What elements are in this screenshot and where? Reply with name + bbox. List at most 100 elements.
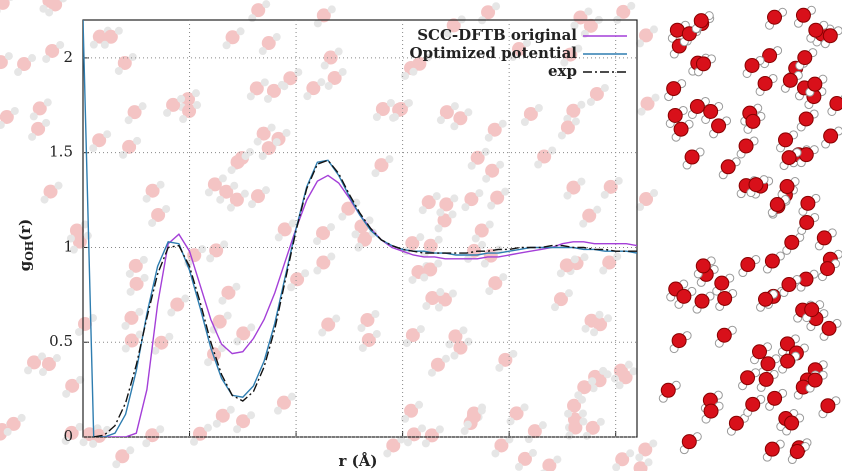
faded-oxygen (386, 438, 401, 453)
faded-hydrogen (560, 58, 569, 67)
faded-oxygen (261, 141, 276, 156)
faded-oxygen (407, 427, 422, 442)
faded-hydrogen (436, 116, 445, 125)
faded-oxygen (45, 43, 60, 58)
oxygen (780, 353, 796, 369)
faded-hydrogen (142, 194, 151, 203)
faded-hydrogen (556, 269, 565, 278)
faded-oxygen (48, 0, 63, 12)
faded-hydrogen (246, 92, 255, 101)
faded-hydrogen (42, 118, 51, 127)
faded-hydrogen (327, 223, 336, 232)
faded-hydrogen (28, 54, 37, 63)
faded-oxygen (585, 420, 600, 435)
faded-hydrogen (17, 413, 26, 422)
faded-hydrogen (484, 133, 493, 142)
faded-hydrogen (408, 275, 417, 284)
faded-hydrogen (443, 29, 452, 38)
background-molecules (0, 0, 660, 471)
oxygen (784, 415, 800, 431)
faded-hydrogen (372, 113, 381, 122)
oxygen (666, 81, 682, 97)
faded-oxygen (421, 195, 436, 210)
faded-hydrogen (636, 203, 645, 212)
faded-oxygen (187, 248, 202, 263)
faded-hydrogen (135, 307, 144, 316)
oxygen (764, 441, 780, 457)
oxygen (751, 344, 767, 360)
faded-hydrogen (59, 0, 67, 3)
y-tick-label: 0 (63, 427, 73, 445)
faded-hydrogen (563, 191, 572, 200)
faded-hydrogen (626, 449, 635, 458)
faded-hydrogen (203, 423, 212, 432)
faded-hydrogen (125, 269, 134, 278)
faded-oxygen (374, 158, 389, 173)
faded-oxygen (65, 378, 80, 393)
faded-hydrogen (624, 360, 633, 369)
faded-oxygen (405, 236, 420, 251)
faded-oxygen (77, 316, 92, 331)
oxygen (667, 107, 683, 123)
faded-hydrogen (448, 289, 457, 298)
faded-oxygen (215, 408, 230, 423)
faded-hydrogen (226, 405, 235, 414)
oxygen (798, 147, 814, 163)
faded-hydrogen (586, 97, 595, 106)
faded-oxygen (0, 109, 14, 124)
faded-hydrogen (651, 93, 660, 102)
faded-oxygen (613, 363, 628, 378)
faded-hydrogen (463, 420, 472, 429)
faded-hydrogen (612, 463, 621, 471)
faded-hydrogen (258, 47, 267, 56)
oxygen (676, 288, 692, 304)
faded-hydrogen (649, 439, 658, 448)
oxygen (797, 50, 813, 66)
oxygen (740, 370, 756, 386)
faded-hydrogen (401, 71, 410, 80)
faded-oxygen (487, 122, 502, 137)
faded-hydrogen (332, 314, 341, 323)
faded-hydrogen (482, 174, 491, 183)
faded-hydrogen (165, 332, 174, 341)
faded-hydrogen (390, 112, 399, 121)
faded-hydrogen (100, 40, 109, 49)
faded-hydrogen (223, 311, 232, 320)
faded-hydrogen (386, 99, 395, 108)
faded-hydrogen (4, 52, 13, 61)
faded-oxygen (0, 0, 10, 10)
faded-oxygen (236, 326, 251, 341)
faded-hydrogen (263, 94, 272, 103)
faded-hydrogen (415, 400, 424, 409)
faded-hydrogen (614, 176, 623, 185)
faded-hydrogen (427, 368, 436, 377)
oxygen (720, 159, 736, 175)
faded-oxygen (512, 42, 527, 57)
oxygen (767, 9, 783, 25)
faded-hydrogen (38, 352, 47, 361)
faded-hydrogen (649, 25, 658, 34)
oxygen (781, 277, 797, 293)
faded-oxygen (375, 102, 390, 117)
faded-hydrogen (404, 438, 413, 447)
faded-hydrogen (459, 326, 468, 335)
faded-oxygen (481, 5, 496, 20)
faded-hydrogen (43, 98, 52, 107)
faded-hydrogen (75, 422, 84, 431)
faded-hydrogen (39, 4, 48, 13)
faded-hydrogen (499, 273, 508, 282)
faded-hydrogen (582, 431, 591, 440)
faded-hydrogen (600, 190, 609, 199)
faded-oxygen (560, 120, 575, 135)
faded-oxygen (249, 81, 264, 96)
faded-oxygen (276, 395, 291, 410)
faded-hydrogen (324, 81, 333, 90)
faded-hydrogen (402, 339, 411, 348)
faded-hydrogen (467, 161, 476, 170)
faded-hydrogen (534, 160, 543, 169)
faded-oxygen (639, 192, 654, 207)
faded-hydrogen (478, 240, 487, 249)
oxygen (760, 356, 776, 372)
oxygen (769, 197, 785, 213)
faded-hydrogen (167, 308, 176, 317)
